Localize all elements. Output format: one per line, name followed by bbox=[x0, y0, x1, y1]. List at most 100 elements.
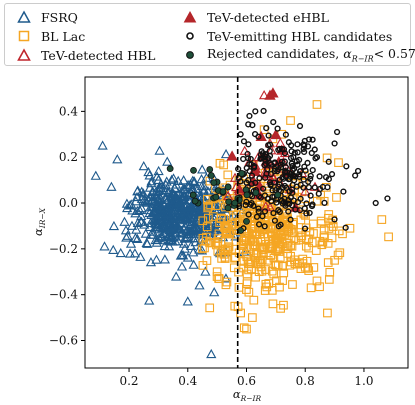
fsrq-point bbox=[198, 226, 209, 236]
fsrq-point bbox=[176, 261, 188, 271]
fsrq-point bbox=[119, 216, 130, 226]
bl-lac-point bbox=[229, 263, 239, 273]
tev-emitting-hbl-candidates-point bbox=[304, 159, 311, 167]
fsrq-point bbox=[136, 203, 147, 213]
fsrq-point bbox=[90, 170, 101, 180]
tev-emitting-hbl-candidates-point bbox=[265, 132, 272, 139]
legend-label-tev-ehbl: TeV-detected eHBL bbox=[207, 9, 329, 25]
x-tick-label: 0.6 bbox=[237, 374, 256, 388]
bl-lac-point bbox=[306, 283, 316, 293]
bl-lac-point bbox=[279, 268, 289, 278]
bl-lac-point bbox=[283, 242, 293, 252]
bl-lac-point bbox=[286, 257, 296, 267]
fsrq-point bbox=[175, 199, 187, 209]
fsrq-point bbox=[173, 236, 184, 246]
tev-emitting-hbl-candidates-point bbox=[259, 213, 266, 220]
tev-emitting-hbl-candidates-point bbox=[290, 154, 297, 161]
tev-emitting-hbl-candidates-point bbox=[343, 163, 350, 170]
fsrq-point bbox=[175, 250, 187, 260]
tev-emitting-hbl-candidates-point bbox=[307, 175, 314, 182]
x-tick-label: 0.4 bbox=[178, 374, 197, 388]
fsrq-point bbox=[153, 165, 164, 176]
fsrq-point bbox=[136, 216, 147, 226]
tev-emitting-hbl-candidates-point bbox=[288, 148, 295, 155]
tev-emitting-hbl-candidates-point bbox=[354, 167, 362, 175]
bl-lac-point bbox=[252, 230, 262, 240]
bl-lac-point bbox=[242, 277, 252, 287]
rejected-candidates-point bbox=[206, 166, 214, 173]
x-axis-ticks: 0.2 0.4 0.6 0.8 1.0 bbox=[119, 368, 374, 388]
fsrq-point bbox=[147, 186, 158, 196]
fsrq-point bbox=[126, 220, 138, 230]
bl-lac-point bbox=[269, 253, 279, 263]
bl-lac-point bbox=[234, 283, 244, 292]
bl-lac-point bbox=[198, 244, 207, 254]
fsrq-point bbox=[171, 271, 182, 281]
bl-lac-point bbox=[223, 170, 233, 180]
bl-lac-point bbox=[221, 280, 231, 290]
rejected-candidates-point bbox=[243, 191, 251, 199]
chart-marks bbox=[90, 77, 393, 368]
fsrq-point bbox=[194, 213, 205, 223]
tev-emitting-hbl-candidates-point bbox=[262, 160, 270, 167]
tev-emitting-hbl-candidates-point bbox=[246, 167, 253, 175]
bl-lac-point bbox=[286, 116, 295, 125]
fsrq-point bbox=[121, 232, 132, 242]
bl-lac-point bbox=[304, 243, 314, 253]
bl-lac-point bbox=[216, 213, 226, 223]
tev-emitting-hbl-candidates-point bbox=[248, 180, 255, 188]
tev-detected-ehbl-point bbox=[270, 128, 282, 140]
rejected-candidates-point bbox=[225, 198, 233, 206]
tev-emitting-hbl-candidates-point bbox=[255, 208, 262, 215]
rejected-candidates-point bbox=[243, 217, 250, 225]
tev-emitting-hbl-candidates-point bbox=[304, 143, 312, 150]
fsrq-point bbox=[144, 295, 155, 305]
tev-emitting-hbl-candidates-point bbox=[307, 192, 314, 199]
fsrq-point bbox=[188, 259, 199, 269]
fsrq-point bbox=[173, 197, 185, 207]
bl-lac-point bbox=[324, 210, 334, 219]
bl-lac-point bbox=[213, 234, 223, 243]
fsrq-point bbox=[159, 228, 170, 239]
fsrq-point bbox=[162, 194, 174, 205]
bl-lac-point bbox=[286, 251, 295, 261]
tev-emitting-hbl-candidates-point bbox=[289, 163, 296, 170]
bl-lac-point bbox=[251, 272, 260, 282]
rejected-candidates-point bbox=[224, 183, 232, 191]
tev-emitting-hbl-candidates-point bbox=[261, 223, 268, 230]
fsrq-point bbox=[192, 183, 203, 193]
fsrq-point bbox=[130, 232, 141, 243]
bl-lac-point bbox=[230, 301, 240, 311]
fsrq-point bbox=[169, 211, 181, 222]
tev-emitting-hbl-candidates-point bbox=[321, 199, 328, 206]
tev-emitting-hbl-candidates-point bbox=[315, 190, 322, 197]
fsrq-point bbox=[170, 231, 181, 241]
tev-emitting-hbl-candidates-point bbox=[285, 208, 292, 215]
tev-emitting-hbl-candidates-point bbox=[296, 122, 304, 130]
tev-detected-ehbl-point bbox=[233, 183, 245, 194]
fsrq-point bbox=[175, 213, 187, 224]
tev-emitting-hbl-candidates-point bbox=[261, 192, 269, 199]
fsrq-point bbox=[188, 176, 200, 186]
fsrq-point bbox=[97, 140, 108, 150]
tev-emitting-hbl-candidates-point bbox=[313, 154, 321, 161]
bl-lac-point bbox=[266, 241, 276, 251]
tev-emitting-hbl-candidates-point bbox=[270, 118, 277, 126]
tev-detected-ehbl-point bbox=[226, 150, 238, 161]
tev-emitting-hbl-candidates-point bbox=[307, 172, 314, 180]
tev-emitting-hbl-candidates-point bbox=[294, 149, 301, 156]
tev-emitting-hbl-candidates-point bbox=[262, 174, 269, 181]
tev-detected-hbl-point bbox=[275, 137, 286, 148]
fsrq-point bbox=[183, 213, 195, 224]
bl-lac-point bbox=[326, 219, 336, 228]
fsrq-point bbox=[143, 204, 154, 215]
bl-lac-point bbox=[242, 252, 252, 262]
bl-lac-point bbox=[327, 233, 337, 243]
fsrq-point bbox=[134, 204, 145, 214]
fsrq-point bbox=[162, 208, 173, 219]
fsrq-point bbox=[195, 201, 206, 212]
fsrq-point bbox=[196, 174, 207, 184]
fsrq-point bbox=[147, 229, 159, 239]
fsrq-point bbox=[127, 205, 138, 215]
